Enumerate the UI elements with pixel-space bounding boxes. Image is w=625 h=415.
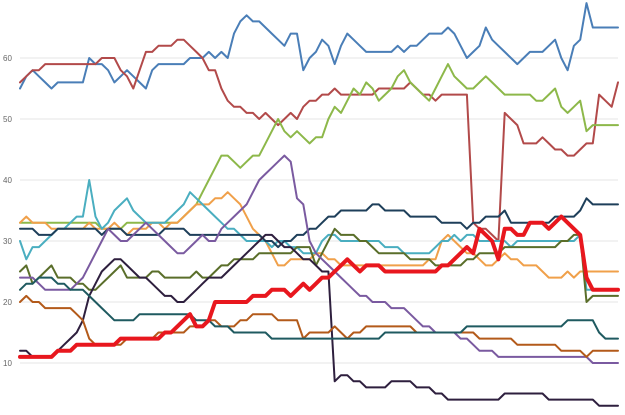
- series-line-5: [19, 179, 619, 291]
- y-tick-label: 30: [3, 237, 12, 246]
- series-line-11: [19, 276, 619, 340]
- y-tick-label: 60: [3, 54, 12, 63]
- series-line-4: [19, 191, 619, 279]
- series-line-10: [19, 294, 619, 358]
- y-tick-label: 20: [3, 298, 12, 307]
- y-tick-label: 10: [3, 359, 12, 368]
- y-tick-label: 50: [3, 115, 12, 124]
- series-group: [18, 2, 620, 407]
- y-axis-ticks: 10 20 30 40 50 60: [3, 54, 12, 368]
- series-line-1: [19, 2, 619, 90]
- series-line-3: [19, 63, 619, 230]
- series-line-9: [19, 233, 619, 407]
- series-line-8: [19, 154, 619, 364]
- y-tick-label: 40: [3, 176, 12, 185]
- gridlines: [20, 57, 618, 364]
- series-line-2: [19, 38, 619, 242]
- series-line-6: [19, 197, 619, 249]
- series-line-7: [19, 227, 619, 303]
- series-line-12: [18, 214, 620, 359]
